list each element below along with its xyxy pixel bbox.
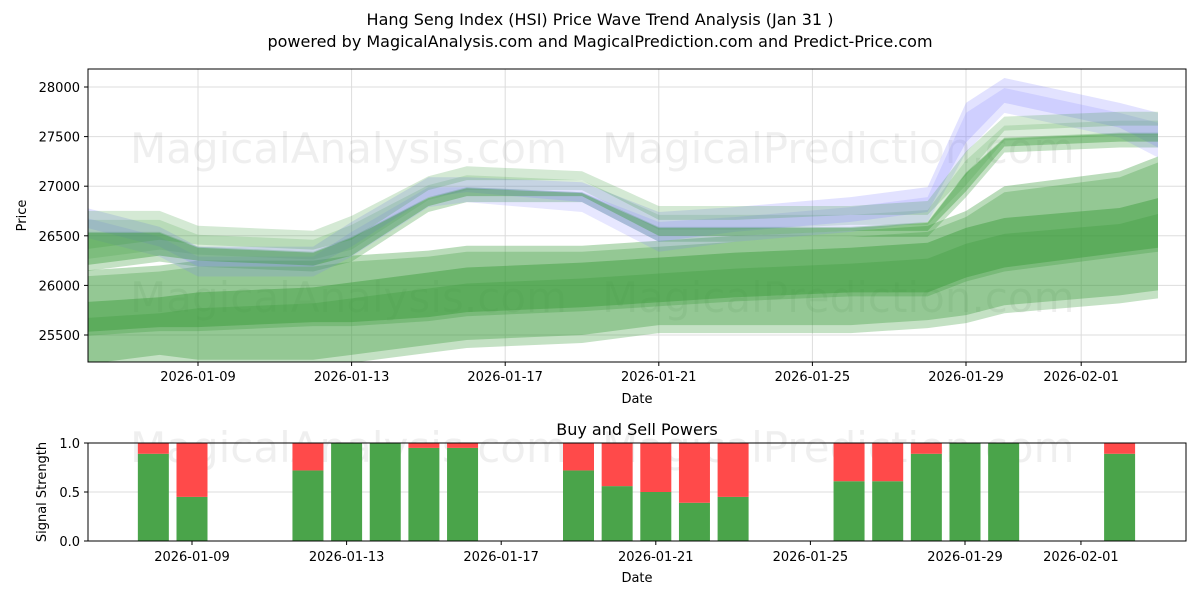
buy-power-bar	[1104, 453, 1136, 541]
y-tick-label: 0.5	[59, 486, 80, 501]
buy-power-bar	[176, 496, 208, 541]
x-tick-label: 2026-01-13	[314, 370, 390, 385]
x-tick-label: 2026-01-13	[309, 550, 385, 565]
sell-power-bar	[563, 443, 594, 471]
wave-band	[88, 132, 1158, 272]
sell-power-bar	[292, 443, 324, 471]
buy-power-bar	[292, 470, 324, 541]
buy-power-bar	[872, 481, 904, 541]
buy-sell-title: Buy and Sell Powers	[556, 420, 718, 439]
signal-bar-2026-02-02	[1104, 443, 1136, 541]
sell-power-bar	[601, 443, 633, 487]
sell-power-bar	[137, 443, 169, 454]
sell-power-bar	[717, 443, 749, 497]
wave-band	[88, 78, 1158, 267]
x-tick-label: 2026-01-25	[773, 550, 849, 565]
y-axis-label: Signal Strength	[35, 442, 50, 542]
buy-power-bar	[447, 447, 479, 541]
sell-power-bar	[176, 443, 208, 497]
buy-power-bar	[717, 496, 749, 541]
wave-band	[88, 111, 1158, 250]
buy-power-bar	[563, 470, 594, 541]
x-tick-label: 2026-01-09	[154, 550, 230, 565]
signal-bar-2026-01-08	[137, 443, 169, 541]
buy-power-bar	[910, 453, 942, 541]
wave-bands	[88, 78, 1158, 362]
sell-power-bar	[910, 443, 942, 454]
y-tick-label: 26500	[39, 230, 80, 245]
sell-power-bar	[833, 443, 865, 482]
signal-bar-2026-01-20	[601, 443, 633, 541]
wave-band	[88, 198, 1158, 332]
sell-power-bar	[408, 443, 440, 448]
signal-bar-2026-01-13	[331, 443, 363, 541]
buy-power-bar	[949, 443, 981, 541]
wave-band	[88, 156, 1158, 362]
buy-power-bar	[369, 443, 401, 541]
plot-frame	[87, 68, 1187, 363]
x-axis-label: Date	[621, 571, 652, 586]
watermark-text: MagicalPrediction.com	[602, 273, 1075, 322]
buy-sell-chart: MagicalAnalysis.comMagicalPrediction.com…	[35, 420, 1187, 586]
x-tick-label: 2026-01-25	[775, 370, 851, 385]
signal-bar-2026-01-23	[717, 443, 749, 541]
signal-bar-2026-01-26	[833, 443, 865, 541]
x-tick-label: 2026-02-01	[1043, 370, 1119, 385]
sell-power-bar	[640, 443, 672, 492]
x-tick-label: 2026-01-29	[927, 550, 1003, 565]
watermark-text: MagicalAnalysis.com	[130, 124, 567, 173]
buy-power-bar	[833, 481, 865, 541]
signal-bar-2026-01-19	[563, 443, 594, 541]
signal-bar-2026-01-15	[408, 443, 440, 541]
wave-band	[88, 214, 1158, 362]
buy-power-bar	[331, 443, 363, 541]
x-tick-label: 2026-01-21	[618, 550, 694, 565]
price-chart: MagicalAnalysis.com MagicalPrediction.com…	[15, 68, 1187, 407]
x-tick-label: 2026-01-17	[463, 550, 539, 565]
x-axis-label: Date	[621, 392, 652, 407]
watermark-text: MagicalPrediction.com	[602, 124, 1075, 173]
x-tick-label: 2026-01-21	[621, 370, 697, 385]
signal-bar-2026-01-28	[910, 443, 942, 541]
sell-power-bar	[1104, 443, 1136, 454]
buy-power-bar	[137, 453, 169, 541]
x-tick-label: 2026-01-29	[928, 370, 1004, 385]
x-tick-label: 2026-02-01	[1043, 550, 1119, 565]
y-tick-label: 1.0	[59, 437, 80, 452]
y-tick-label: 26000	[39, 279, 80, 294]
wave-band	[88, 88, 1158, 277]
signal-bar-2026-01-27	[872, 443, 904, 541]
buy-power-bar	[678, 502, 710, 541]
y-axis-label: Price	[15, 200, 30, 232]
x-tick-label: 2026-01-09	[160, 370, 236, 385]
signal-bar-2026-01-09	[176, 443, 208, 541]
sell-power-bar	[872, 443, 904, 482]
y-tick-label: 27500	[39, 131, 80, 146]
watermark-text: MagicalAnalysis.com	[130, 273, 567, 322]
y-tick-label: 28000	[39, 81, 80, 96]
signal-bar-2026-01-22	[678, 443, 710, 541]
chart-subtitle: powered by MagicalAnalysis.com and Magic…	[267, 32, 933, 51]
signal-bar-2026-01-30	[988, 443, 1020, 541]
x-tick-label: 2026-01-17	[467, 370, 543, 385]
signal-bar-2026-01-16	[447, 443, 479, 541]
wave-band	[88, 133, 1158, 266]
y-tick-label: 27000	[39, 180, 80, 195]
buy-power-bar	[601, 486, 633, 541]
buy-power-bar	[408, 447, 440, 541]
sell-power-bar	[678, 443, 710, 503]
buy-power-bar	[988, 443, 1020, 541]
chart-title: Hang Seng Index (HSI) Price Wave Trend A…	[366, 10, 834, 29]
y-tick-label: 25500	[39, 329, 80, 344]
wave-band	[88, 120, 1158, 260]
signal-bar-2026-01-14	[369, 443, 401, 541]
signal-bar-2026-01-21	[640, 443, 672, 541]
buy-power-bar	[640, 492, 672, 541]
signal-bar-2026-01-29	[949, 443, 981, 541]
sell-power-bar	[447, 443, 479, 448]
signal-bar-2026-01-12	[292, 443, 324, 541]
y-tick-label: 0.0	[59, 535, 80, 550]
wave-band	[88, 162, 1158, 336]
